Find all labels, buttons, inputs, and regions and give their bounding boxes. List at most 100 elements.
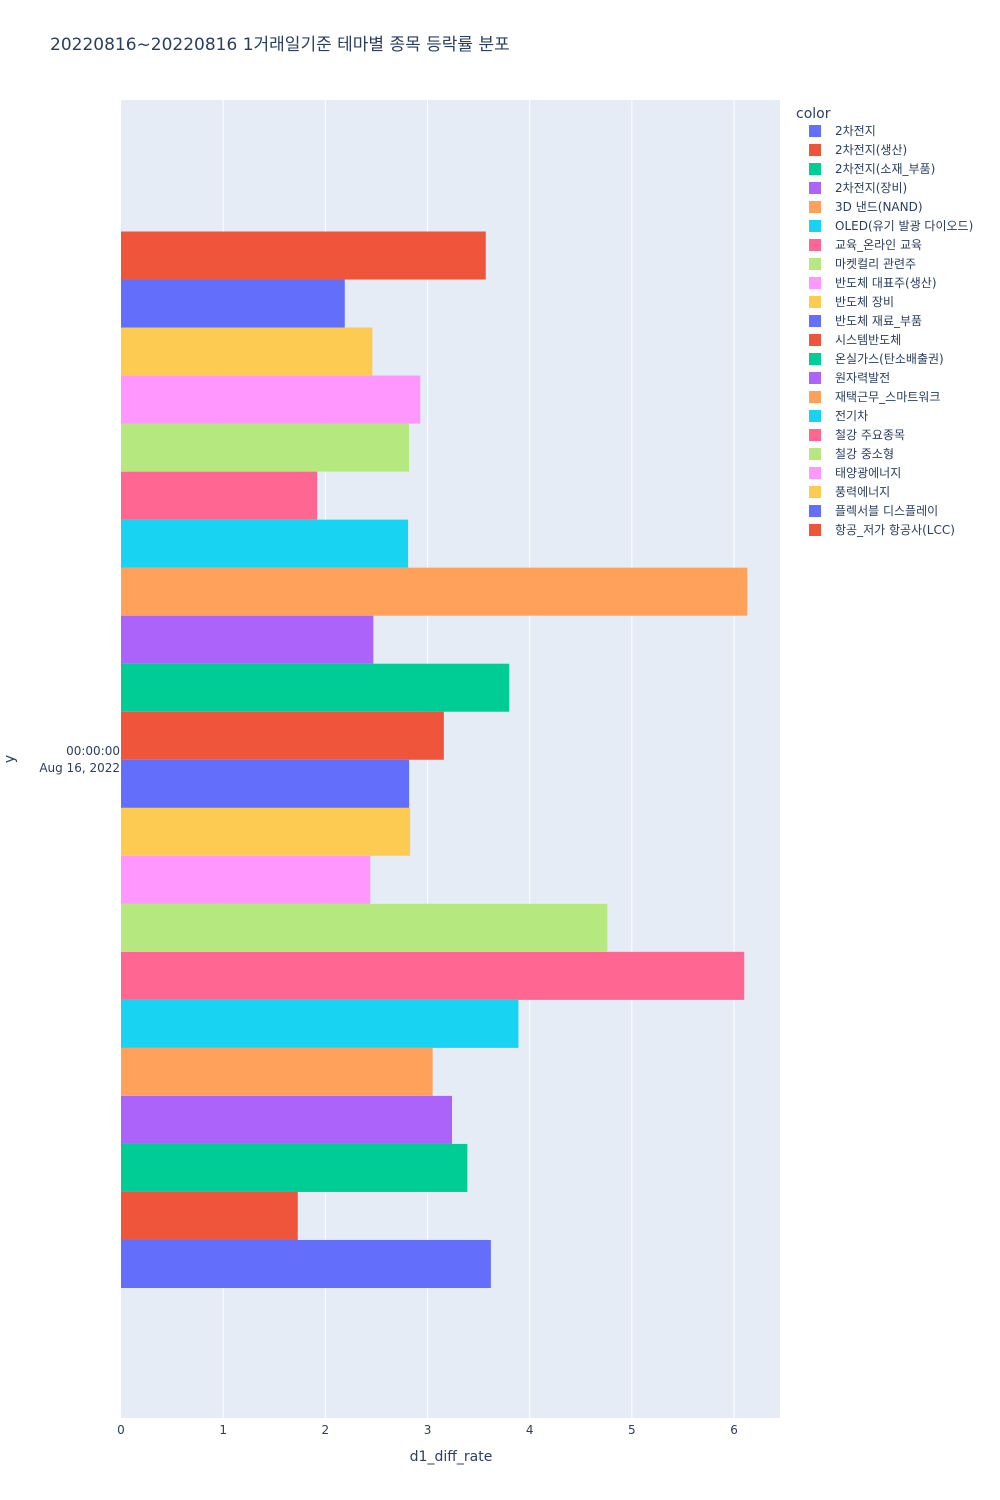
legend-swatch [809, 125, 821, 137]
legend-item[interactable]: 2차전지 [809, 124, 876, 138]
legend-swatch [809, 220, 821, 232]
y-tick-label-date: Aug 16, 2022 [39, 761, 120, 775]
legend-item[interactable]: 교육_온라인 교육 [809, 238, 922, 252]
legend-label: 교육_온라인 교육 [835, 238, 922, 252]
legend-label: 항공_저가 항공사(LCC) [835, 523, 955, 537]
legend-item[interactable]: 시스템반도체 [809, 333, 901, 347]
legend-label: 2차전지 [835, 124, 876, 138]
legend-item[interactable]: 온실가스(탄소배출권) [809, 352, 944, 366]
x-axis-title: d1_diff_rate [410, 1449, 493, 1465]
x-tick-label: 5 [628, 1423, 636, 1437]
x-tick-label: 6 [730, 1423, 738, 1437]
x-tick-labels: 0 1 2 3 4 5 6 [117, 1423, 738, 1437]
legend-item[interactable]: 반도체 장비 [809, 295, 894, 309]
legend-label: 전기차 [835, 409, 868, 423]
legend-item[interactable]: 철강 중소형 [809, 447, 894, 461]
x-tick-label: 0 [117, 1423, 125, 1437]
legend-item[interactable]: 반도체 대표주(생산) [809, 276, 937, 290]
bar[interactable] [121, 1191, 298, 1240]
legend-label: 원자력발전 [835, 371, 890, 385]
bar[interactable] [121, 903, 608, 952]
legend-label: 반도체 재료_부품 [835, 314, 922, 328]
legend-label: 풍력에너지 [835, 485, 890, 499]
legend-label: 2차전지(생산) [835, 143, 907, 157]
legend-swatch [809, 353, 821, 365]
legend-item[interactable]: 플렉서블 디스플레이 [809, 504, 938, 518]
legend-label: 시스템반도체 [835, 333, 901, 347]
legend-swatch [809, 296, 821, 308]
legend-swatch [809, 258, 821, 270]
legend-item[interactable]: 원자력발전 [809, 371, 890, 385]
legend-item[interactable]: 2차전지(생산) [809, 143, 907, 157]
bar[interactable] [121, 327, 373, 376]
legend-swatch [809, 334, 821, 346]
legend-label: 반도체 장비 [835, 295, 894, 309]
bar[interactable] [121, 423, 410, 472]
bar[interactable] [121, 231, 486, 280]
legend-label: OLED(유기 발광 다이오드) [835, 219, 973, 233]
legend-label: 플렉서블 디스플레이 [835, 504, 938, 518]
bar[interactable] [121, 663, 510, 712]
legend-item[interactable]: 재택근무_스마트워크 [809, 390, 940, 404]
legend-swatch [809, 467, 821, 479]
legend-swatch [809, 448, 821, 460]
legend-swatch [809, 277, 821, 289]
legend-swatch [809, 182, 821, 194]
legend-item[interactable]: 태양광에너지 [809, 466, 901, 480]
legend-swatch [809, 201, 821, 213]
legend-item[interactable]: 풍력에너지 [809, 485, 890, 499]
bar[interactable] [121, 711, 444, 760]
legend-item[interactable]: OLED(유기 발광 다이오드) [809, 219, 973, 233]
legend-swatch [809, 524, 821, 536]
legend-swatch [809, 372, 821, 384]
legend-swatch [809, 429, 821, 441]
legend-item[interactable]: 3D 낸드(NAND) [809, 200, 923, 214]
legend-swatch [809, 486, 821, 498]
bars [121, 231, 748, 1288]
bar[interactable] [121, 375, 421, 424]
legend-item[interactable]: 마켓컬리 관련주 [809, 257, 916, 271]
legend-label: 태양광에너지 [835, 466, 901, 480]
legend-label: 재택근무_스마트워크 [835, 390, 940, 404]
legend-label: 3D 낸드(NAND) [835, 200, 923, 214]
bar[interactable] [121, 1095, 453, 1144]
legend-swatch [809, 410, 821, 422]
legend-label: 온실가스(탄소배출권) [835, 352, 944, 366]
bar[interactable] [121, 1239, 491, 1288]
bar[interactable] [121, 1143, 468, 1192]
bar[interactable] [121, 1047, 433, 1096]
legend-item[interactable]: 2차전지(장비) [809, 181, 907, 195]
bar[interactable] [121, 999, 519, 1048]
legend-item[interactable]: 반도체 재료_부품 [809, 314, 922, 328]
legend-swatch [809, 391, 821, 403]
legend-swatch [809, 505, 821, 517]
bar[interactable] [121, 807, 411, 856]
bar[interactable] [121, 471, 318, 520]
legend-swatch [809, 163, 821, 175]
chart-title: 20220816~20220816 1거래일기준 테마별 종목 등락률 분포 [50, 35, 510, 55]
legend-item[interactable]: 전기차 [809, 409, 868, 423]
legend-label: 철강 주요종목 [835, 428, 905, 442]
legend-label: 2차전지(소재_부품) [835, 162, 935, 176]
legend-label: 2차전지(장비) [835, 181, 907, 195]
bar[interactable] [121, 567, 748, 616]
bar[interactable] [121, 855, 371, 904]
legend-item[interactable]: 2차전지(소재_부품) [809, 162, 935, 176]
x-tick-label: 4 [526, 1423, 534, 1437]
bar[interactable] [121, 519, 409, 568]
y-tick-label-time: 00:00:00 [66, 744, 120, 758]
y-axis-title: y [2, 755, 18, 763]
x-tick-label: 1 [219, 1423, 227, 1437]
x-tick-label: 2 [322, 1423, 330, 1437]
bar[interactable] [121, 951, 745, 1000]
legend-item[interactable]: 철강 주요종목 [809, 428, 905, 442]
legend-swatch [809, 239, 821, 251]
bar[interactable] [121, 279, 345, 328]
legend[interactable]: 2차전지 2차전지(생산) 2차전지(소재_부품) 2차전지(장비) 3D 낸드(NAN… [809, 124, 973, 537]
legend-item[interactable]: 항공_저가 항공사(LCC) [809, 523, 955, 537]
bar[interactable] [121, 615, 374, 664]
legend-swatch [809, 144, 821, 156]
bar[interactable] [121, 759, 410, 808]
legend-swatch [809, 315, 821, 327]
